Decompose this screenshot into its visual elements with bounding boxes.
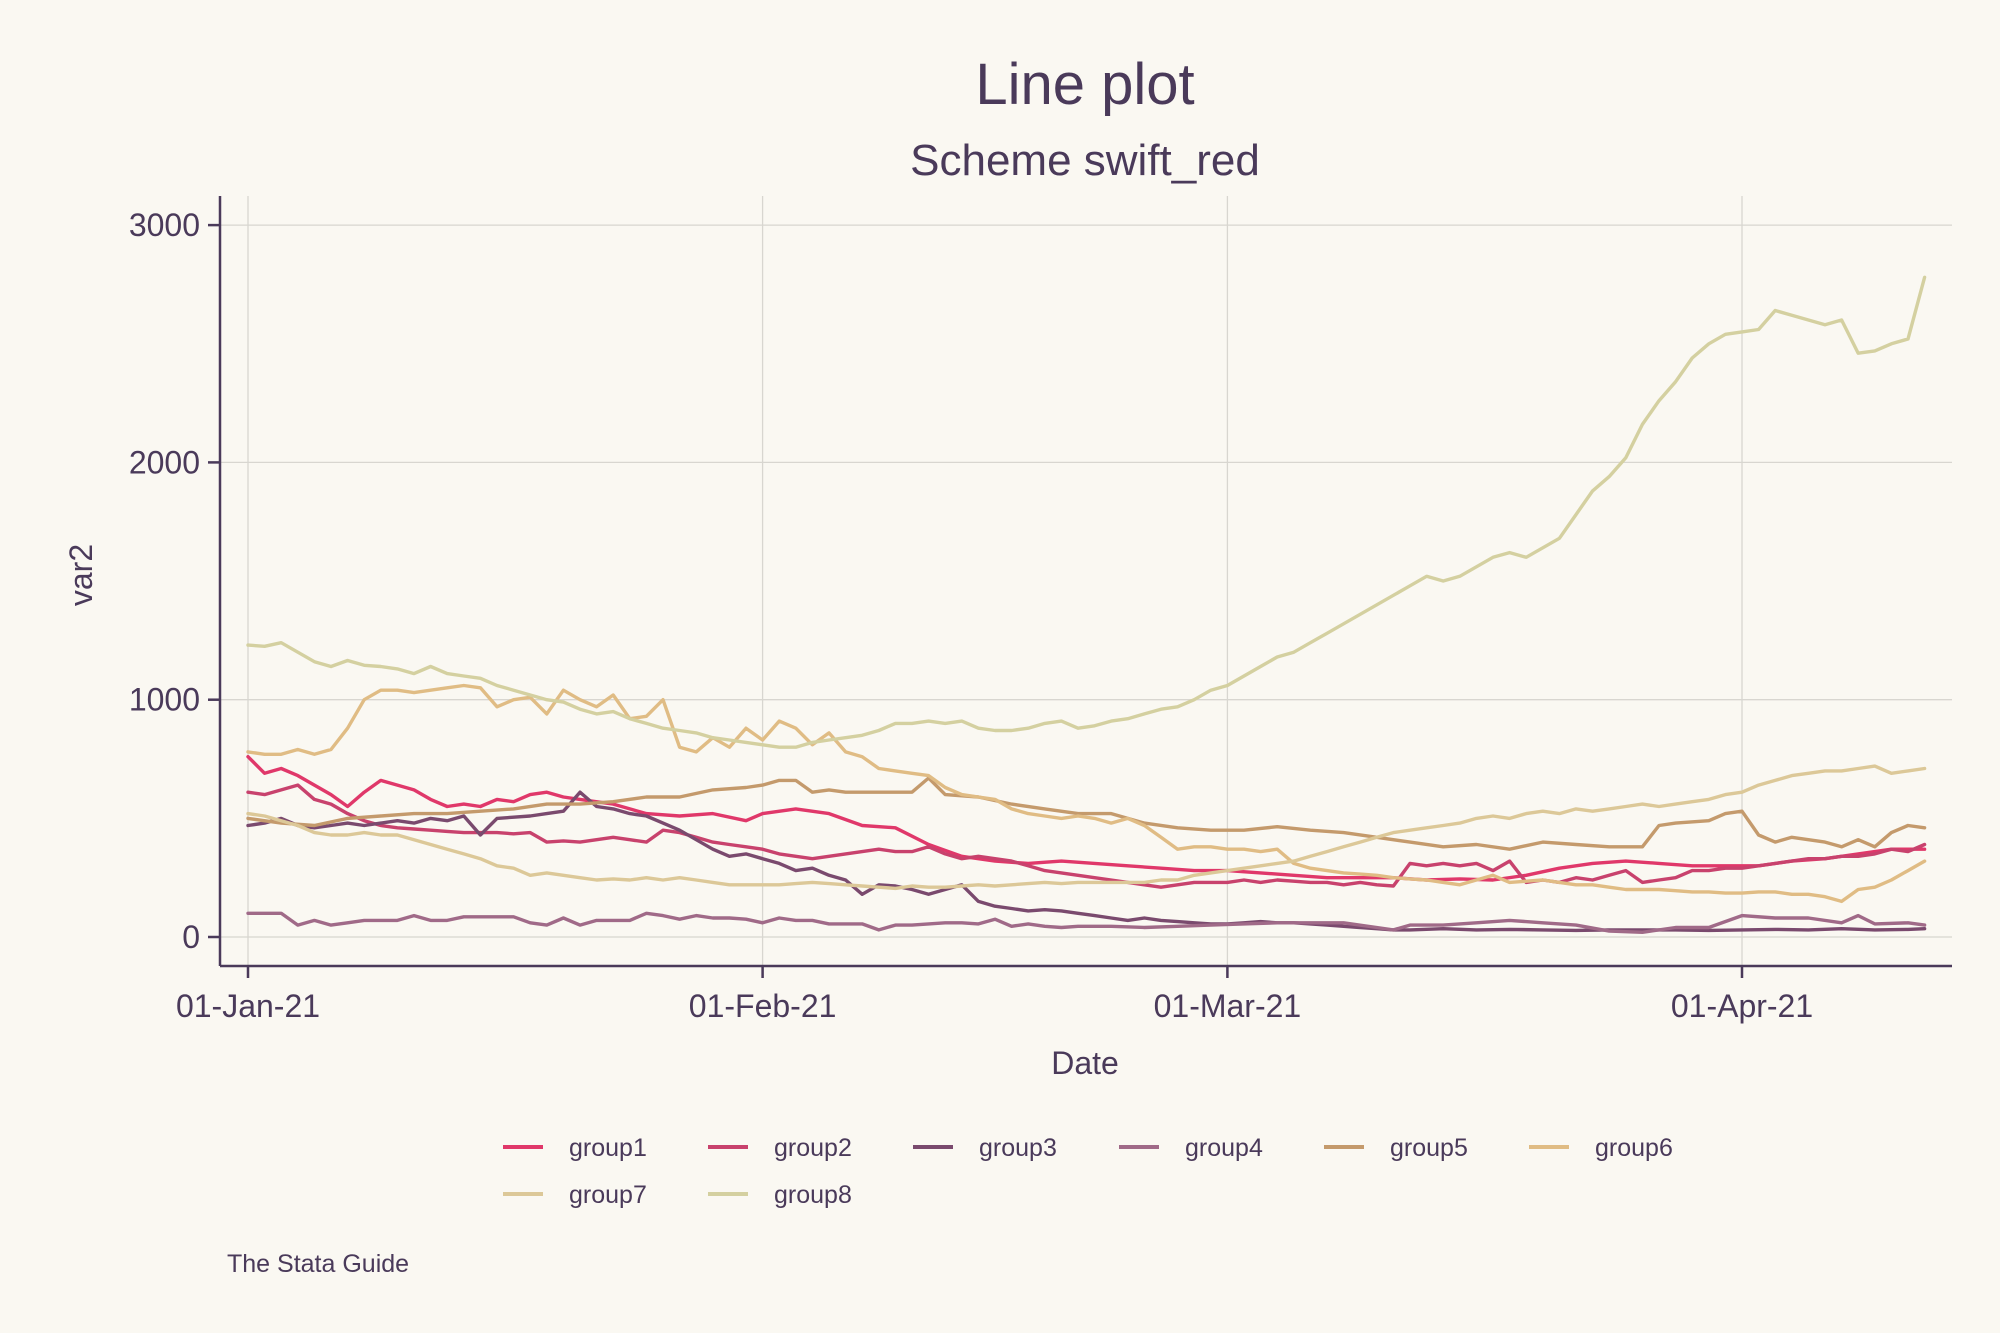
legend-item-group2: group2 bbox=[708, 1134, 852, 1162]
series-line-group6 bbox=[246, 683, 1927, 904]
legend-label: group1 bbox=[569, 1134, 647, 1162]
legend-label: group7 bbox=[569, 1181, 647, 1209]
legend-label: group8 bbox=[774, 1181, 852, 1209]
y-tick-label: 3000 bbox=[129, 207, 200, 243]
series-line-group1 bbox=[246, 755, 1927, 882]
legend: group1 group2 group3 group4 group5 group6 grou… bbox=[503, 1134, 1673, 1209]
series-lines bbox=[246, 275, 1927, 934]
series-line-group7 bbox=[246, 764, 1927, 891]
legend-item-group6: group6 bbox=[1529, 1134, 1673, 1162]
x-tick-label: 01-Jan-21 bbox=[176, 988, 320, 1024]
chart-note: The Stata Guide bbox=[227, 1250, 409, 1278]
x-axis-ticks: 01-Jan-21 01-Feb-21 01-Mar-21 01-Apr-21 bbox=[176, 966, 1813, 1024]
series-line-group5 bbox=[246, 776, 1927, 851]
chart-title: Line plot bbox=[975, 52, 1194, 117]
legend-label: group6 bbox=[1595, 1134, 1673, 1162]
legend-item-group5: group5 bbox=[1324, 1134, 1468, 1162]
legend-item-group8: group8 bbox=[708, 1181, 852, 1209]
y-tick-label: 2000 bbox=[129, 444, 200, 480]
x-tick-label: 01-Apr-21 bbox=[1671, 988, 1813, 1024]
chart-subtitle: Scheme swift_red bbox=[910, 136, 1260, 185]
gridlines bbox=[220, 196, 1952, 966]
legend-item-group3: group3 bbox=[913, 1134, 1057, 1162]
legend-label: group3 bbox=[979, 1134, 1057, 1162]
series-line-group8 bbox=[246, 275, 1927, 749]
series-line-group4 bbox=[246, 911, 1927, 934]
legend-item-group4: group4 bbox=[1119, 1134, 1263, 1162]
x-axis-title: Date bbox=[1051, 1045, 1119, 1081]
series-line-group2 bbox=[246, 783, 1927, 889]
legend-item-group1: group1 bbox=[503, 1134, 647, 1162]
x-tick-label: 01-Mar-21 bbox=[1154, 988, 1302, 1024]
y-tick-label: 0 bbox=[182, 919, 200, 955]
legend-label: group2 bbox=[774, 1134, 852, 1162]
legend-label: group4 bbox=[1185, 1134, 1263, 1162]
legend-item-group7: group7 bbox=[503, 1181, 647, 1209]
legend-label: group5 bbox=[1390, 1134, 1468, 1162]
y-axis-title: var2 bbox=[63, 544, 99, 606]
x-tick-label: 01-Feb-21 bbox=[689, 988, 837, 1024]
y-axis-ticks: 0 1000 2000 3000 bbox=[129, 207, 220, 955]
y-tick-label: 1000 bbox=[129, 682, 200, 718]
